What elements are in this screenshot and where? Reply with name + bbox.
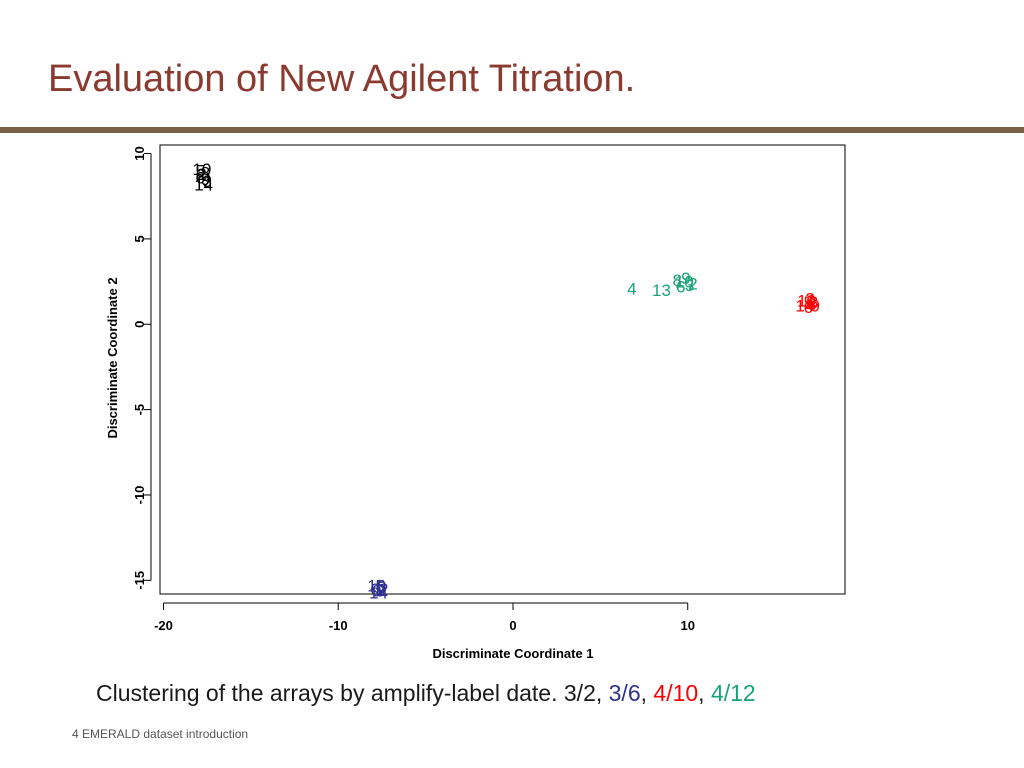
data-point-label: 13 bbox=[652, 281, 671, 300]
caption-date-4-10: 4/10 bbox=[653, 680, 699, 706]
caption-sep-2: , bbox=[698, 680, 711, 706]
data-point-label: 8 bbox=[375, 582, 384, 601]
data-point-label: 8 bbox=[807, 295, 816, 314]
y-tick-label: -10 bbox=[132, 486, 147, 505]
slide-title: Evaluation of New Agilent Titration. bbox=[48, 58, 636, 100]
data-point-label: 14 bbox=[194, 175, 213, 194]
data-point-label: 2 bbox=[688, 274, 697, 293]
data-point-label: 10 bbox=[192, 160, 211, 179]
y-tick-label: -15 bbox=[132, 571, 147, 590]
caption-sep-1: , bbox=[640, 680, 654, 706]
data-point-label: 10 bbox=[675, 273, 694, 292]
data-point-label: 3 bbox=[685, 276, 694, 295]
data-point-label: 6 bbox=[804, 298, 813, 317]
x-tick-label: 10 bbox=[680, 618, 694, 633]
data-point-label: 10 bbox=[367, 576, 386, 595]
data-point-label: 6 bbox=[676, 278, 685, 297]
data-point-label: 10 bbox=[797, 291, 816, 310]
y-axis: -15 -10 -5 0 5 10 bbox=[132, 146, 152, 590]
data-point-label: 9 bbox=[372, 582, 381, 601]
data-point-label: 3 bbox=[202, 172, 211, 191]
data-point-label: 3 bbox=[377, 578, 386, 597]
x-axis-label: Discriminate Coordinate 1 bbox=[432, 646, 593, 661]
data-point-label: 9 bbox=[201, 170, 210, 189]
x-tick-label: 0 bbox=[509, 618, 516, 633]
x-tick-label: -20 bbox=[154, 618, 173, 633]
data-point-label: 9 bbox=[681, 269, 690, 288]
y-tick-label: -5 bbox=[132, 404, 147, 416]
caption-prefix: Clustering of the arrays by amplify-labe… bbox=[96, 680, 603, 706]
x-axis: -20 -10 0 10 bbox=[154, 602, 695, 633]
y-axis-label: Discriminate Coordinate 2 bbox=[105, 277, 120, 438]
caption-date-3-6: 3/6 bbox=[608, 680, 641, 706]
y-tick-label: 10 bbox=[132, 146, 147, 160]
data-point-label: 5 bbox=[195, 162, 204, 181]
data-point-label: 5 bbox=[375, 576, 384, 595]
data-point-label: 2 bbox=[805, 290, 814, 309]
data-point-label: 3 bbox=[809, 293, 818, 312]
data-point-label: 6 bbox=[195, 168, 204, 187]
slide-caption: Clustering of the arrays by amplify-labe… bbox=[96, 680, 756, 707]
data-point-label: 14 bbox=[795, 296, 814, 315]
caption-date-4-12: 4/12 bbox=[710, 680, 756, 706]
data-point-label: 2 bbox=[379, 580, 388, 599]
data-point-label: 2 bbox=[197, 165, 206, 184]
x-tick-label: -10 bbox=[329, 618, 348, 633]
data-point-label: 8 bbox=[673, 271, 682, 290]
data-point-label: 5 bbox=[804, 293, 813, 312]
data-point-label: 8 bbox=[201, 163, 210, 182]
slide-footer: 4 EMERALD dataset introduction bbox=[72, 727, 249, 741]
title-divider bbox=[0, 127, 1024, 133]
y-tick-label: 0 bbox=[132, 321, 147, 328]
data-point-label: 6 bbox=[370, 580, 379, 599]
data-point-label: 14 bbox=[369, 583, 388, 602]
data-point-label: 4 bbox=[627, 279, 636, 298]
data-point-label: 9 bbox=[811, 296, 820, 315]
y-tick-label: 5 bbox=[132, 235, 147, 242]
plot-frame bbox=[159, 144, 846, 595]
